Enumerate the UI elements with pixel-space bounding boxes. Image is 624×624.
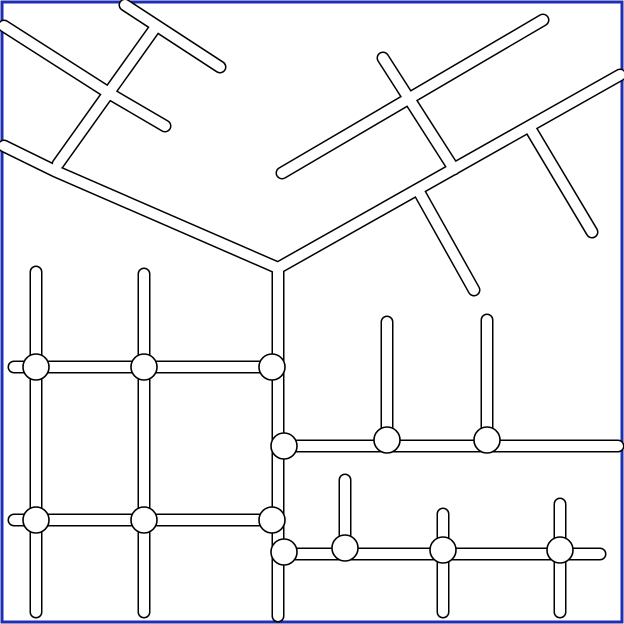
- joint-node-12: [546, 536, 574, 564]
- joint-node-2: [130, 353, 158, 381]
- joint-node-6: [258, 506, 286, 534]
- joint-node-5: [130, 506, 158, 534]
- joint-node-11: [429, 536, 457, 564]
- joint-nodes: [22, 353, 574, 566]
- pipe-tr-cross-b: [413, 185, 479, 295]
- pipe-tl-cross: [53, 23, 160, 169]
- pipe-tl-top-stub: [120, 0, 225, 72]
- joint-node-8: [473, 426, 501, 454]
- joint-node-3: [258, 353, 286, 381]
- joint-node-7: [373, 426, 401, 454]
- joint-node-9: [270, 432, 298, 460]
- joint-node-1: [22, 353, 50, 381]
- pipe-tr-diagonal-trunk: [273, 70, 624, 273]
- joint-node-4: [22, 506, 50, 534]
- pipe-tr-cross-a: [378, 53, 459, 174]
- pipe-tl-diagonal-trunk: [0, 141, 283, 273]
- joint-node-10: [331, 534, 359, 562]
- joint-node-13: [270, 538, 298, 566]
- pipe-tr-cross-c: [525, 123, 597, 237]
